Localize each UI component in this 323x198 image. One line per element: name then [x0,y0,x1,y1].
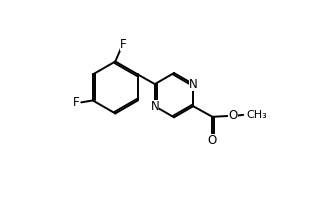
Text: N: N [151,100,159,113]
Text: N: N [189,78,198,91]
Text: O: O [228,109,238,122]
Text: F: F [120,38,126,51]
Text: O: O [208,134,217,147]
Text: F: F [73,96,80,109]
Text: CH₃: CH₃ [246,110,267,120]
